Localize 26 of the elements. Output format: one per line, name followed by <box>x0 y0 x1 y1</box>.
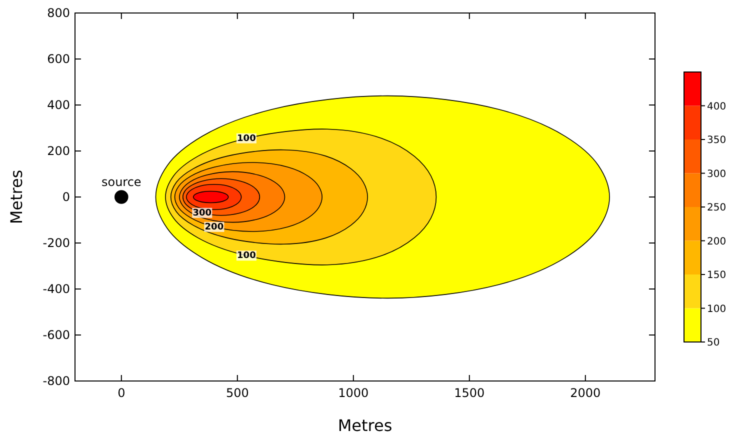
y-tick-label: 600 <box>47 52 70 66</box>
x-tick-label: 0 <box>118 386 126 400</box>
y-tick-label: -800 <box>42 374 70 388</box>
color-bar-label: 250 <box>707 202 726 214</box>
color-bar-label: 50 <box>707 338 720 348</box>
y-tick-label: 0 <box>62 190 70 204</box>
series-label: source <box>101 175 142 189</box>
color-bar-label: 350 <box>707 135 726 146</box>
color-bar-label: 150 <box>707 270 726 281</box>
point <box>114 190 128 204</box>
x-axis-title: Metres <box>338 416 392 435</box>
y-tick-label: -600 <box>42 328 70 342</box>
x-tick-label: 1000 <box>338 386 369 400</box>
y-axis-title: Metres <box>7 170 26 224</box>
y-tick-label: 800 <box>47 6 70 20</box>
y-tick-label: 400 <box>47 98 70 112</box>
x-tick-label: 1500 <box>454 386 485 400</box>
color-bar-label: 400 <box>707 101 726 112</box>
y-tick-label: 200 <box>47 144 70 158</box>
y-tick-label: -400 <box>42 282 70 296</box>
x-tick-label: 2000 <box>570 386 601 400</box>
y-tick-label: -200 <box>42 236 70 250</box>
color-bar-label: 200 <box>707 236 726 248</box>
color-bar-label: 100 <box>707 304 726 315</box>
color-bar-label: 300 <box>707 168 726 180</box>
x-tick-label: 500 <box>226 386 249 400</box>
